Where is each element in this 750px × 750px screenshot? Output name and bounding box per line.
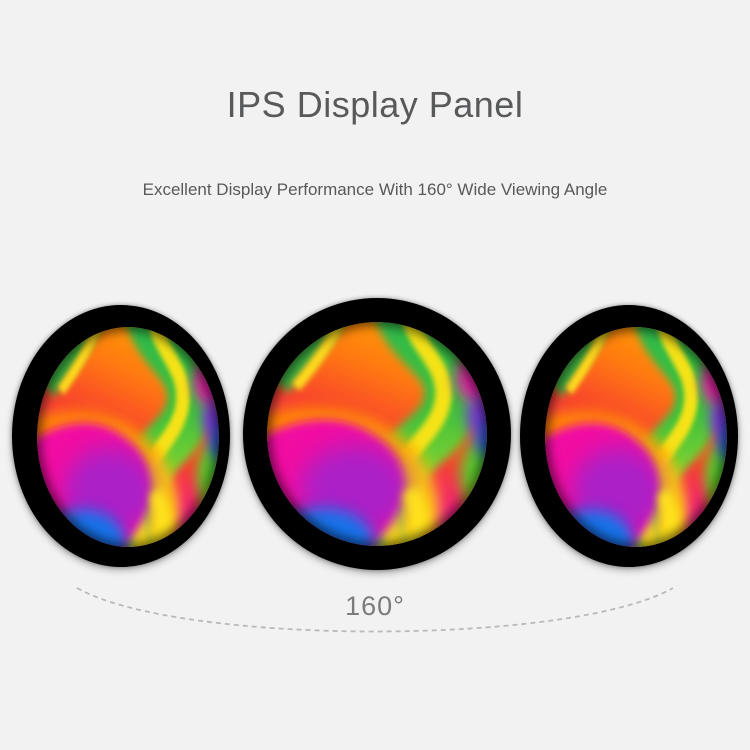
rainbow-swirl-wallpaper [37,327,219,547]
display-left-angled [12,305,230,567]
page-subtitle: Excellent Display Performance With 160° … [142,180,608,199]
viewing-angle-label: 160° [345,591,405,621]
rainbow-swirl-wallpaper [545,327,727,547]
page-title: IPS Display Panel [226,84,524,125]
display-screen [545,327,727,547]
display-center-front [243,298,511,570]
rainbow-swirl-wallpaper [267,322,487,546]
display-screen [267,322,487,546]
display-screen [37,327,219,547]
display-right-angled [520,305,738,567]
